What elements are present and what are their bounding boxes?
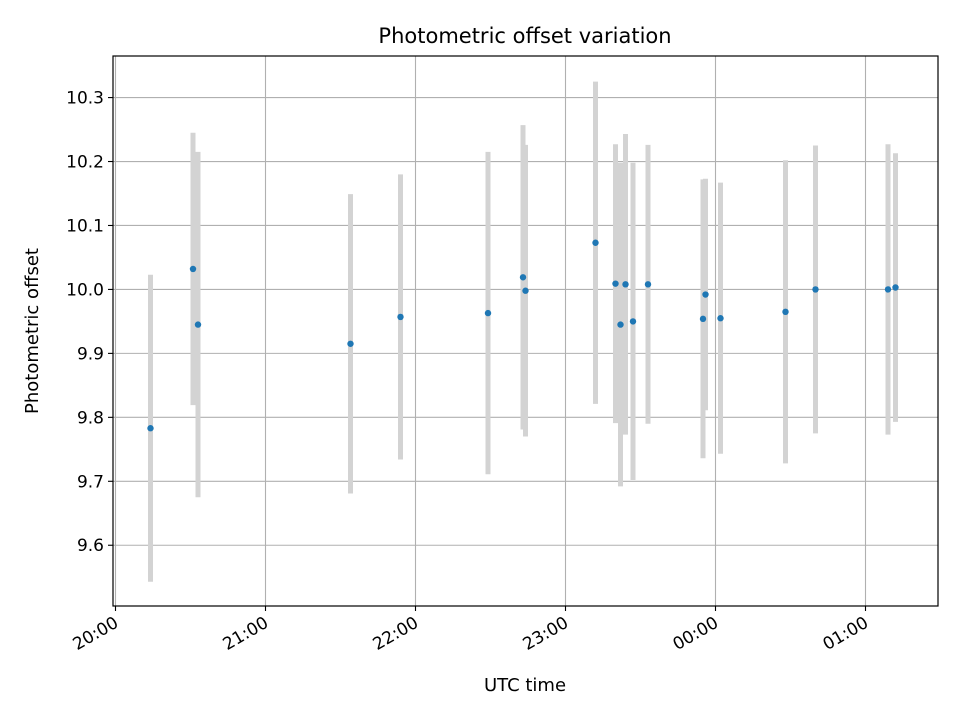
data-point [612, 280, 619, 287]
y-tick-label: 10.3 [66, 89, 104, 109]
data-point [812, 286, 819, 293]
data-point [397, 313, 404, 321]
data-point [189, 265, 197, 273]
data-point [629, 318, 637, 325]
data-point [147, 425, 154, 432]
data-point [519, 274, 527, 281]
data-point [892, 284, 899, 291]
data-point [699, 315, 707, 323]
data-point [522, 287, 529, 294]
y-tick-label: 9.9 [77, 344, 104, 364]
x-axis-label: UTC time [484, 675, 566, 696]
data-point [484, 309, 492, 317]
data-point [622, 281, 629, 288]
data-point [884, 286, 892, 293]
y-axis-label: Photometric offset [22, 248, 43, 414]
data-point [592, 239, 599, 246]
data-point [644, 281, 652, 288]
data-points [147, 239, 899, 432]
y-tick-label: 9.8 [77, 408, 104, 428]
data-point [717, 315, 724, 322]
chart-title: Photometric offset variation [378, 24, 671, 48]
data-point [347, 340, 354, 347]
y-tick-label: 9.7 [77, 472, 104, 492]
y-tick-label: 9.6 [77, 536, 104, 556]
data-point [782, 308, 789, 316]
y-tick-label: 10.1 [66, 216, 104, 236]
y-tick-label: 10.2 [66, 153, 104, 173]
data-point [194, 321, 202, 328]
data-point [702, 291, 709, 298]
plot-frame [112, 55, 939, 607]
y-tick-label: 10.0 [66, 280, 104, 300]
y-axis: 9.6 9.7 9.8 9.9 10.0 10.1 10.2 10.3 [66, 89, 113, 556]
data-point [617, 321, 624, 328]
